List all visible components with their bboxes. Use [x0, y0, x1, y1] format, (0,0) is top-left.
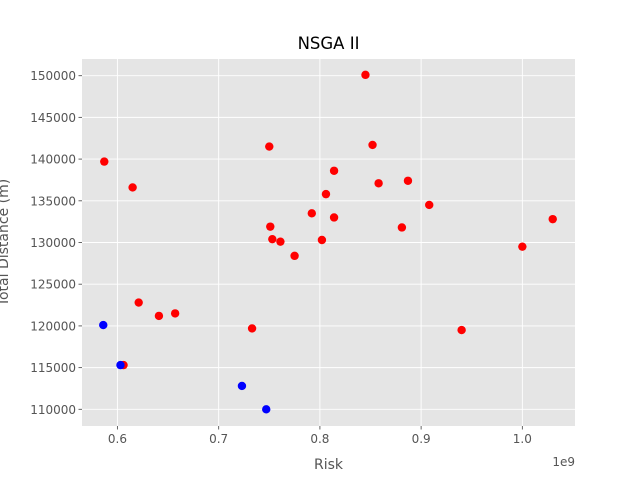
red-point [170, 309, 180, 318]
blue-point [237, 381, 247, 391]
red-point [307, 209, 316, 218]
y-tick-label: 110000 [30, 403, 76, 417]
x-tick-label: 0.8 [310, 432, 329, 446]
x-tick-label: 0.9 [412, 432, 431, 446]
y-tick-label: 140000 [30, 153, 76, 167]
y-tick-label: 145000 [30, 111, 76, 125]
blue-point [99, 320, 108, 330]
x-tick-label: 0.6 [108, 432, 127, 446]
red-point [518, 242, 527, 251]
red-point [457, 325, 466, 335]
y-tick-label: 135000 [30, 194, 76, 208]
red-point [268, 234, 277, 244]
y-tick-label: 120000 [30, 319, 76, 333]
blue-point [116, 360, 125, 370]
red-point [321, 189, 331, 199]
blue-point [262, 405, 271, 414]
red-point [329, 213, 339, 222]
red-point [403, 176, 413, 185]
red-point [265, 142, 274, 151]
red-point [128, 183, 137, 192]
red-point [361, 70, 370, 80]
ticks: 0.6 0.7 0.8 0.9 1.0 110000 115000 120000 125000 1… [30, 69, 532, 446]
red-point [548, 214, 557, 224]
x-tick-label: 0.7 [209, 432, 228, 446]
x-axis-offset-label: 1e9 [552, 455, 575, 469]
x-axis-label: Risk [314, 457, 344, 473]
y-tick-label: 150000 [30, 69, 76, 83]
red-point [368, 140, 377, 150]
y-tick-label: 115000 [30, 361, 76, 375]
red-point [425, 200, 434, 210]
data-points [99, 70, 557, 414]
red-point [266, 222, 275, 231]
red-point [290, 251, 299, 261]
red-point [100, 157, 109, 166]
red-point [397, 223, 407, 232]
red-point [317, 235, 327, 245]
red-point [247, 324, 257, 333]
x-tick-label: 1.0 [513, 432, 532, 446]
red-point [134, 298, 143, 307]
grid [82, 59, 575, 426]
chart-title: NSGA II [298, 34, 360, 53]
red-point [276, 237, 285, 246]
y-tick-label: 125000 [30, 278, 76, 292]
y-axis-label: Total Distance (m) [0, 179, 12, 307]
red-point [329, 166, 339, 175]
y-tick-label: 130000 [30, 236, 76, 250]
red-point [154, 311, 164, 321]
red-point [374, 179, 383, 188]
